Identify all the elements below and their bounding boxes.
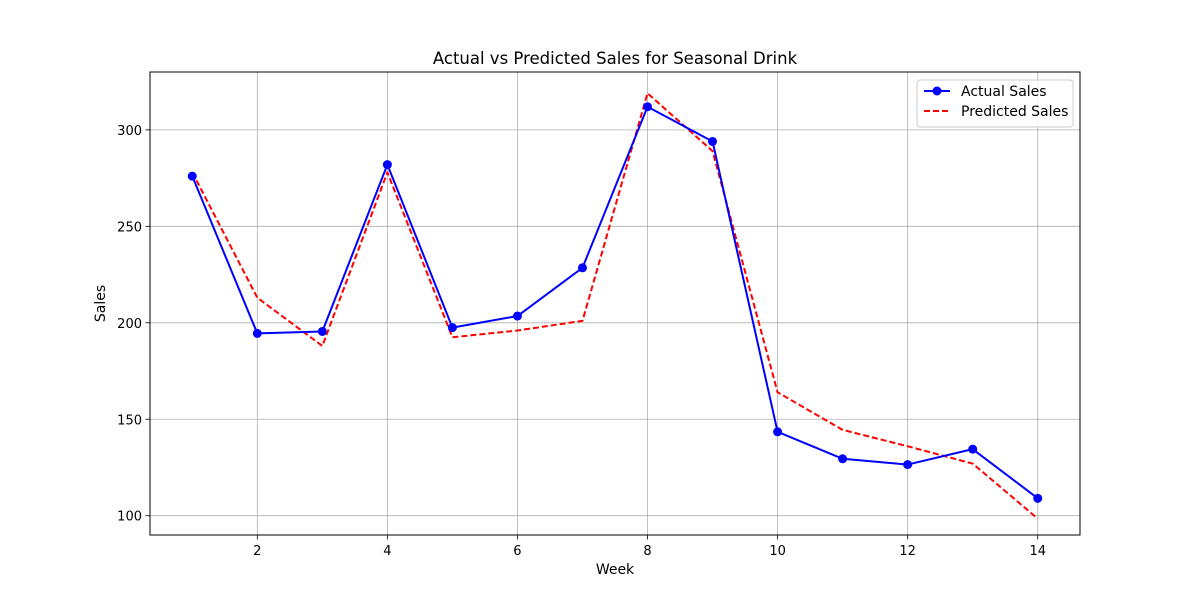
x-tick-label: 6 xyxy=(513,544,521,559)
y-axis-label: Sales xyxy=(93,285,109,322)
data-point-actual-sales xyxy=(838,454,848,464)
legend-label-predicted-sales: Predicted Sales xyxy=(961,104,1068,120)
x-tick-label: 4 xyxy=(383,544,391,559)
x-tick-label: 12 xyxy=(899,544,916,559)
y-tick-label: 200 xyxy=(117,317,142,332)
x-tick-label: 2 xyxy=(253,544,261,559)
legend: Actual Sales Predicted Sales xyxy=(916,79,1074,128)
legend-marker-actual-sales xyxy=(932,86,942,96)
data-point-actual-sales xyxy=(773,427,783,437)
data-point-actual-sales xyxy=(577,263,587,273)
x-tick-label: 8 xyxy=(643,544,651,559)
data-point-actual-sales xyxy=(317,326,327,336)
data-point-actual-sales xyxy=(447,323,457,333)
data-point-actual-sales xyxy=(1033,493,1043,503)
x-axis-label: Week xyxy=(596,562,635,578)
data-point-actual-sales xyxy=(187,171,197,181)
data-point-actual-sales xyxy=(968,444,978,454)
data-point-actual-sales xyxy=(708,136,718,146)
data-point-actual-sales xyxy=(903,460,913,470)
plot-frame xyxy=(149,71,1081,536)
grid-layer xyxy=(150,72,1080,535)
data-point-actual-sales xyxy=(512,311,522,321)
y-tick-label: 300 xyxy=(117,124,142,139)
y-tick-label: 250 xyxy=(117,220,142,235)
x-tick-label: 14 xyxy=(1029,544,1046,559)
y-tick-label: 100 xyxy=(117,510,142,525)
data-point-actual-sales xyxy=(382,160,392,170)
series-line-predicted-sales xyxy=(191,92,1039,520)
legend-box xyxy=(916,79,1074,128)
y-tick-label: 150 xyxy=(117,413,142,428)
x-tick-label: 10 xyxy=(769,544,786,559)
chart-title: Actual vs Predicted Sales for Seasonal D… xyxy=(433,49,798,68)
series-layer xyxy=(187,92,1043,520)
series-line-actual-sales xyxy=(191,105,1039,500)
data-point-actual-sales xyxy=(643,102,653,112)
tick-layer: 2 4 6 8 10 12 14 100 150 200 250 300 xyxy=(117,124,1046,559)
data-point-actual-sales xyxy=(252,328,262,338)
legend-label-actual-sales: Actual Sales xyxy=(961,84,1047,100)
